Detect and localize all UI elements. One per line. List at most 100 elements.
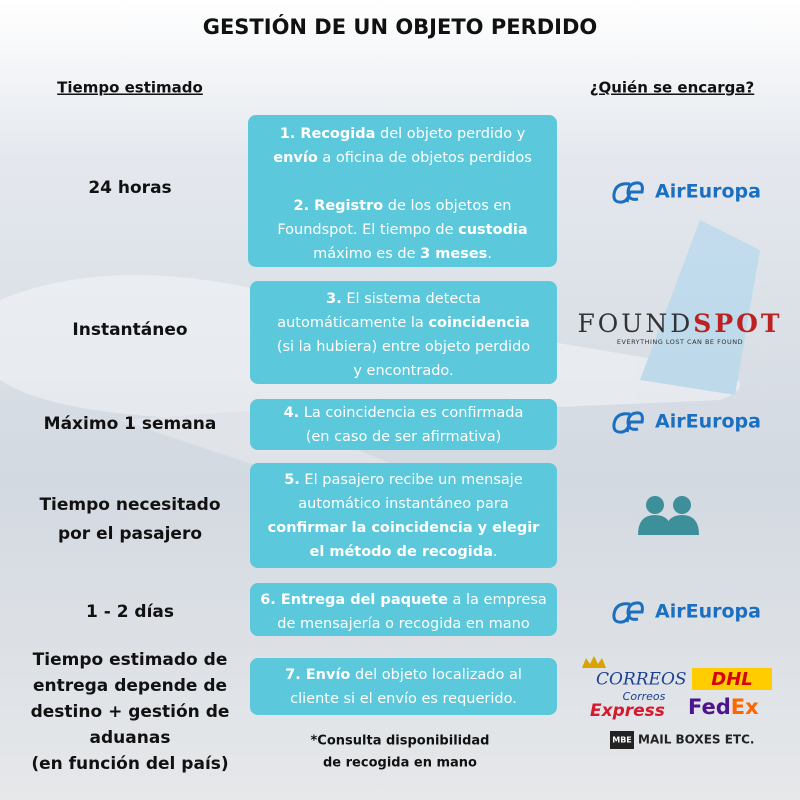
step-text: 3 meses (420, 246, 487, 262)
step-text: del objeto localizado al (350, 667, 521, 683)
step-line: automáticamente la coincidencia (277, 315, 530, 331)
step-text: automático instantáneo para (298, 496, 508, 512)
step-line: 2. Registro de los objetos en (294, 198, 512, 214)
logo-mark (612, 181, 644, 204)
time-estimate: Máximo 1 semana (44, 414, 217, 434)
brand-name: CORREOS (596, 670, 687, 690)
step-text: máximo es de (313, 246, 420, 262)
step-line: 1. Recogida del objeto perdido y (280, 126, 526, 142)
who-header: ¿Quién se encarga? (590, 79, 755, 97)
brand-name: FOUNDSPOT (577, 309, 782, 338)
step-line: envío a oficina de objetos perdidos (273, 150, 532, 166)
brand-part: Ex (731, 695, 759, 719)
step-box (250, 281, 557, 384)
time-estimate: 1 - 2 días (86, 602, 174, 622)
title: GESTIÓN DE UN OBJETO PERDIDO (203, 14, 598, 39)
brand-name: FedEx (688, 695, 759, 719)
step-text: 5. (284, 472, 300, 488)
step-line: máximo es de 3 meses. (313, 246, 492, 262)
step-line: el método de recogida. (309, 544, 497, 560)
dhl-bg (692, 668, 772, 690)
step-text: 7. Envío (285, 667, 350, 683)
step-text: envío (273, 150, 318, 166)
brand-name: MAIL BOXES ETC. (638, 733, 754, 747)
brand-name: AirEuropa (655, 411, 761, 433)
step-line: de mensajería o recogida en mano (277, 616, 530, 632)
icon-head (646, 496, 664, 514)
crown-icon (582, 656, 606, 668)
step-text: Foundspot. El tiempo de (277, 222, 458, 238)
step-box (250, 583, 557, 636)
time-estimate: entrega depende de (33, 676, 227, 696)
step-text: . (487, 246, 492, 262)
step-text: de mensajería o recogida en mano (277, 616, 530, 632)
step-text: 6. Entrega del paquete (260, 592, 448, 608)
logo-mark (612, 601, 644, 624)
step-text: a la empresa (448, 592, 547, 608)
step-text: (si la hubiera) entre objeto perdido (277, 339, 530, 355)
icon-head (673, 496, 691, 514)
step-text: el método de recogida (309, 544, 492, 560)
step-text: custodia (458, 222, 528, 238)
passenger-icon (638, 496, 699, 535)
time-header: Tiempo estimado (57, 79, 203, 97)
step-text: El pasajero recibe un mensaje (300, 472, 523, 488)
note: de recogida en mano (323, 756, 477, 771)
icon-body (638, 515, 699, 535)
logo-mark (612, 411, 644, 434)
step-text: cliente si el envío es requerido. (290, 691, 517, 707)
step-line: 5. El pasajero recibe un mensaje (284, 472, 523, 488)
step-text: La coincidencia es confirmada (299, 405, 523, 421)
time-estimate: aduanas (90, 728, 171, 748)
step-line: 7. Envío del objeto localizado al (285, 667, 522, 683)
airline-logo: AirEuropa (612, 601, 761, 624)
step-text: a oficina de objetos perdidos (318, 150, 532, 166)
step-box (250, 463, 557, 568)
airline-logo: AirEuropa (612, 411, 761, 434)
brand-name: Correos (623, 690, 666, 703)
step-text: . (493, 544, 498, 560)
step-line: cliente si el envío es requerido. (290, 691, 517, 707)
step-text: 4. (284, 405, 300, 421)
step-text: 3. (326, 291, 342, 307)
step-text: automáticamente la (277, 315, 428, 331)
step-line: (en caso de ser afirmativa) (306, 429, 502, 445)
brand-name: Express (590, 701, 665, 721)
time-estimate: Tiempo estimado de (33, 650, 228, 670)
brand-part: Fed (688, 695, 731, 719)
time-estimate: 24 horas (88, 178, 171, 198)
time-estimate: por el pasajero (58, 524, 202, 544)
brand-name: AirEuropa (655, 601, 761, 623)
step-text: y encontrado. (353, 363, 453, 379)
step-text: El sistema detecta (342, 291, 481, 307)
step-text: coincidencia (428, 315, 529, 331)
step-text: 2. Registro (294, 198, 384, 214)
step-line: 6. Entrega del paquete a la empresa (260, 592, 547, 608)
airline-logo: AirEuropa (612, 181, 761, 204)
brand-name: MBE (612, 736, 632, 745)
step-line: confirmar la coincidencia y elegir (268, 520, 541, 536)
brand-tagline: EVERYTHING LOST CAN BE FOUND (617, 338, 743, 346)
step-text: confirmar la coincidencia y elegir (268, 520, 541, 536)
brand-part: SPOT (693, 309, 782, 338)
step-box (248, 115, 557, 267)
time-estimate: destino + gestión de (31, 702, 230, 722)
step-line: (si la hubiera) entre objeto perdido (277, 339, 530, 355)
time-estimate: Tiempo necesitado (39, 495, 220, 515)
step-text: del objeto perdido y (375, 126, 525, 142)
step-line: Foundspot. El tiempo de custodia (277, 222, 527, 238)
note: *Consulta disponibilidad (311, 734, 490, 749)
brand-name: AirEuropa (655, 181, 761, 203)
brand-name: DHL (711, 669, 752, 690)
step-line: 3. El sistema detecta (326, 291, 481, 307)
mbe-bg (610, 731, 634, 749)
step-line: 4. La coincidencia es confirmada (284, 405, 524, 421)
step-line: automático instantáneo para (298, 496, 508, 512)
step-text: 1. Recogida (280, 126, 376, 142)
step-box (250, 399, 557, 450)
brand-part: FOUND (577, 309, 693, 338)
step-text: de los objetos en (383, 198, 511, 214)
step-box (250, 658, 557, 715)
time-estimate: (en función del país) (31, 754, 228, 774)
